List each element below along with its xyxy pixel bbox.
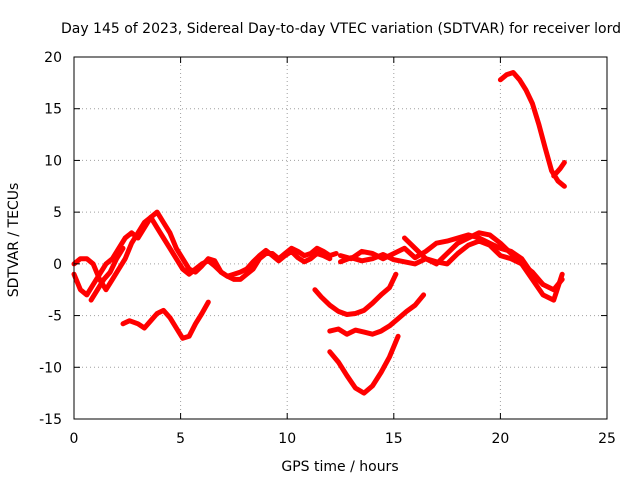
x-axis-label: GPS time / hours xyxy=(281,459,398,475)
chart-title: Day 145 of 2023, Sidereal Day-to-day VTE… xyxy=(61,21,621,37)
series-layer xyxy=(71,70,567,396)
series-track-h xyxy=(551,160,567,179)
x-tick-label: 5 xyxy=(176,431,185,447)
series-track-e xyxy=(338,238,565,303)
y-tick-label: -15 xyxy=(39,412,62,428)
ticks xyxy=(73,56,608,420)
x-tick-label: 20 xyxy=(491,431,509,447)
y-tick-label: 15 xyxy=(44,102,62,118)
series-track-i xyxy=(120,299,211,341)
y-tick-label: -10 xyxy=(39,360,62,376)
tick-labels: 0 5 10 15 20 25 -15 -10 -5 0 5 10 15 20 xyxy=(39,50,616,447)
y-tick-label: 5 xyxy=(53,205,62,221)
series-track-g xyxy=(497,70,567,189)
series-track-b xyxy=(71,214,333,293)
y-tick-label: -5 xyxy=(48,309,62,325)
y-tick-label: 0 xyxy=(53,257,62,273)
x-tick-label: 10 xyxy=(278,431,296,447)
series-track-f xyxy=(402,230,546,287)
y-axis-label: SDTVAR / TECUs xyxy=(6,183,22,298)
x-tick-label: 25 xyxy=(598,431,616,447)
plot-frame xyxy=(73,56,608,420)
series-track-c xyxy=(88,245,126,303)
series-track-j xyxy=(312,271,399,317)
series-track-k xyxy=(327,292,427,337)
x-tick-label: 15 xyxy=(385,431,403,447)
y-tick-label: 10 xyxy=(44,153,62,169)
x-tick-label: 0 xyxy=(70,431,79,447)
y-tick-label: 20 xyxy=(44,50,62,66)
series-track-l xyxy=(327,333,401,396)
